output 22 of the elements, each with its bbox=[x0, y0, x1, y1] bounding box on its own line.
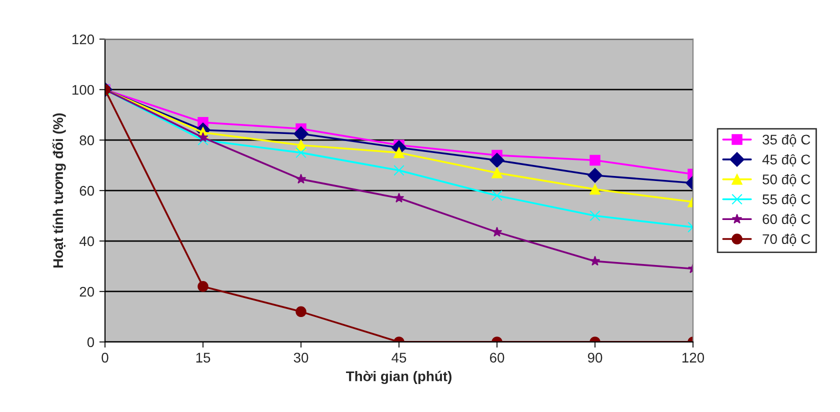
x-tick-label: 45 bbox=[392, 352, 406, 363]
y-tick-label: 60 bbox=[80, 186, 94, 196]
x-tick-label: 0 bbox=[102, 352, 108, 363]
legend-label: 70 độ C bbox=[762, 234, 810, 246]
legend-label: 45 độ C bbox=[762, 154, 810, 166]
y-tick-label: 0 bbox=[87, 337, 94, 348]
y-axis-title: Hoạt tính tương đối (%) bbox=[52, 113, 66, 268]
legend-label: 55 độ C bbox=[762, 194, 810, 206]
legend-label: 35 độ C bbox=[762, 134, 810, 147]
x-tick-label: 60 bbox=[490, 352, 504, 363]
y-tick-label: 120 bbox=[72, 34, 94, 44]
legend-label: 60 độ C bbox=[762, 214, 810, 226]
legend-label: 50 độ C bbox=[762, 174, 810, 186]
y-tick-label: 80 bbox=[80, 135, 94, 146]
x-tick-label: 120 bbox=[682, 352, 704, 363]
y-tick-label: 20 bbox=[80, 286, 94, 297]
x-tick-label: 30 bbox=[294, 352, 308, 363]
x-tick-label: 90 bbox=[588, 352, 602, 363]
x-axis-title: Thời gian (phút) bbox=[346, 370, 452, 384]
x-tick-label: 15 bbox=[196, 352, 210, 363]
y-tick-label: 100 bbox=[72, 84, 94, 95]
y-tick-label: 40 bbox=[79, 236, 94, 246]
